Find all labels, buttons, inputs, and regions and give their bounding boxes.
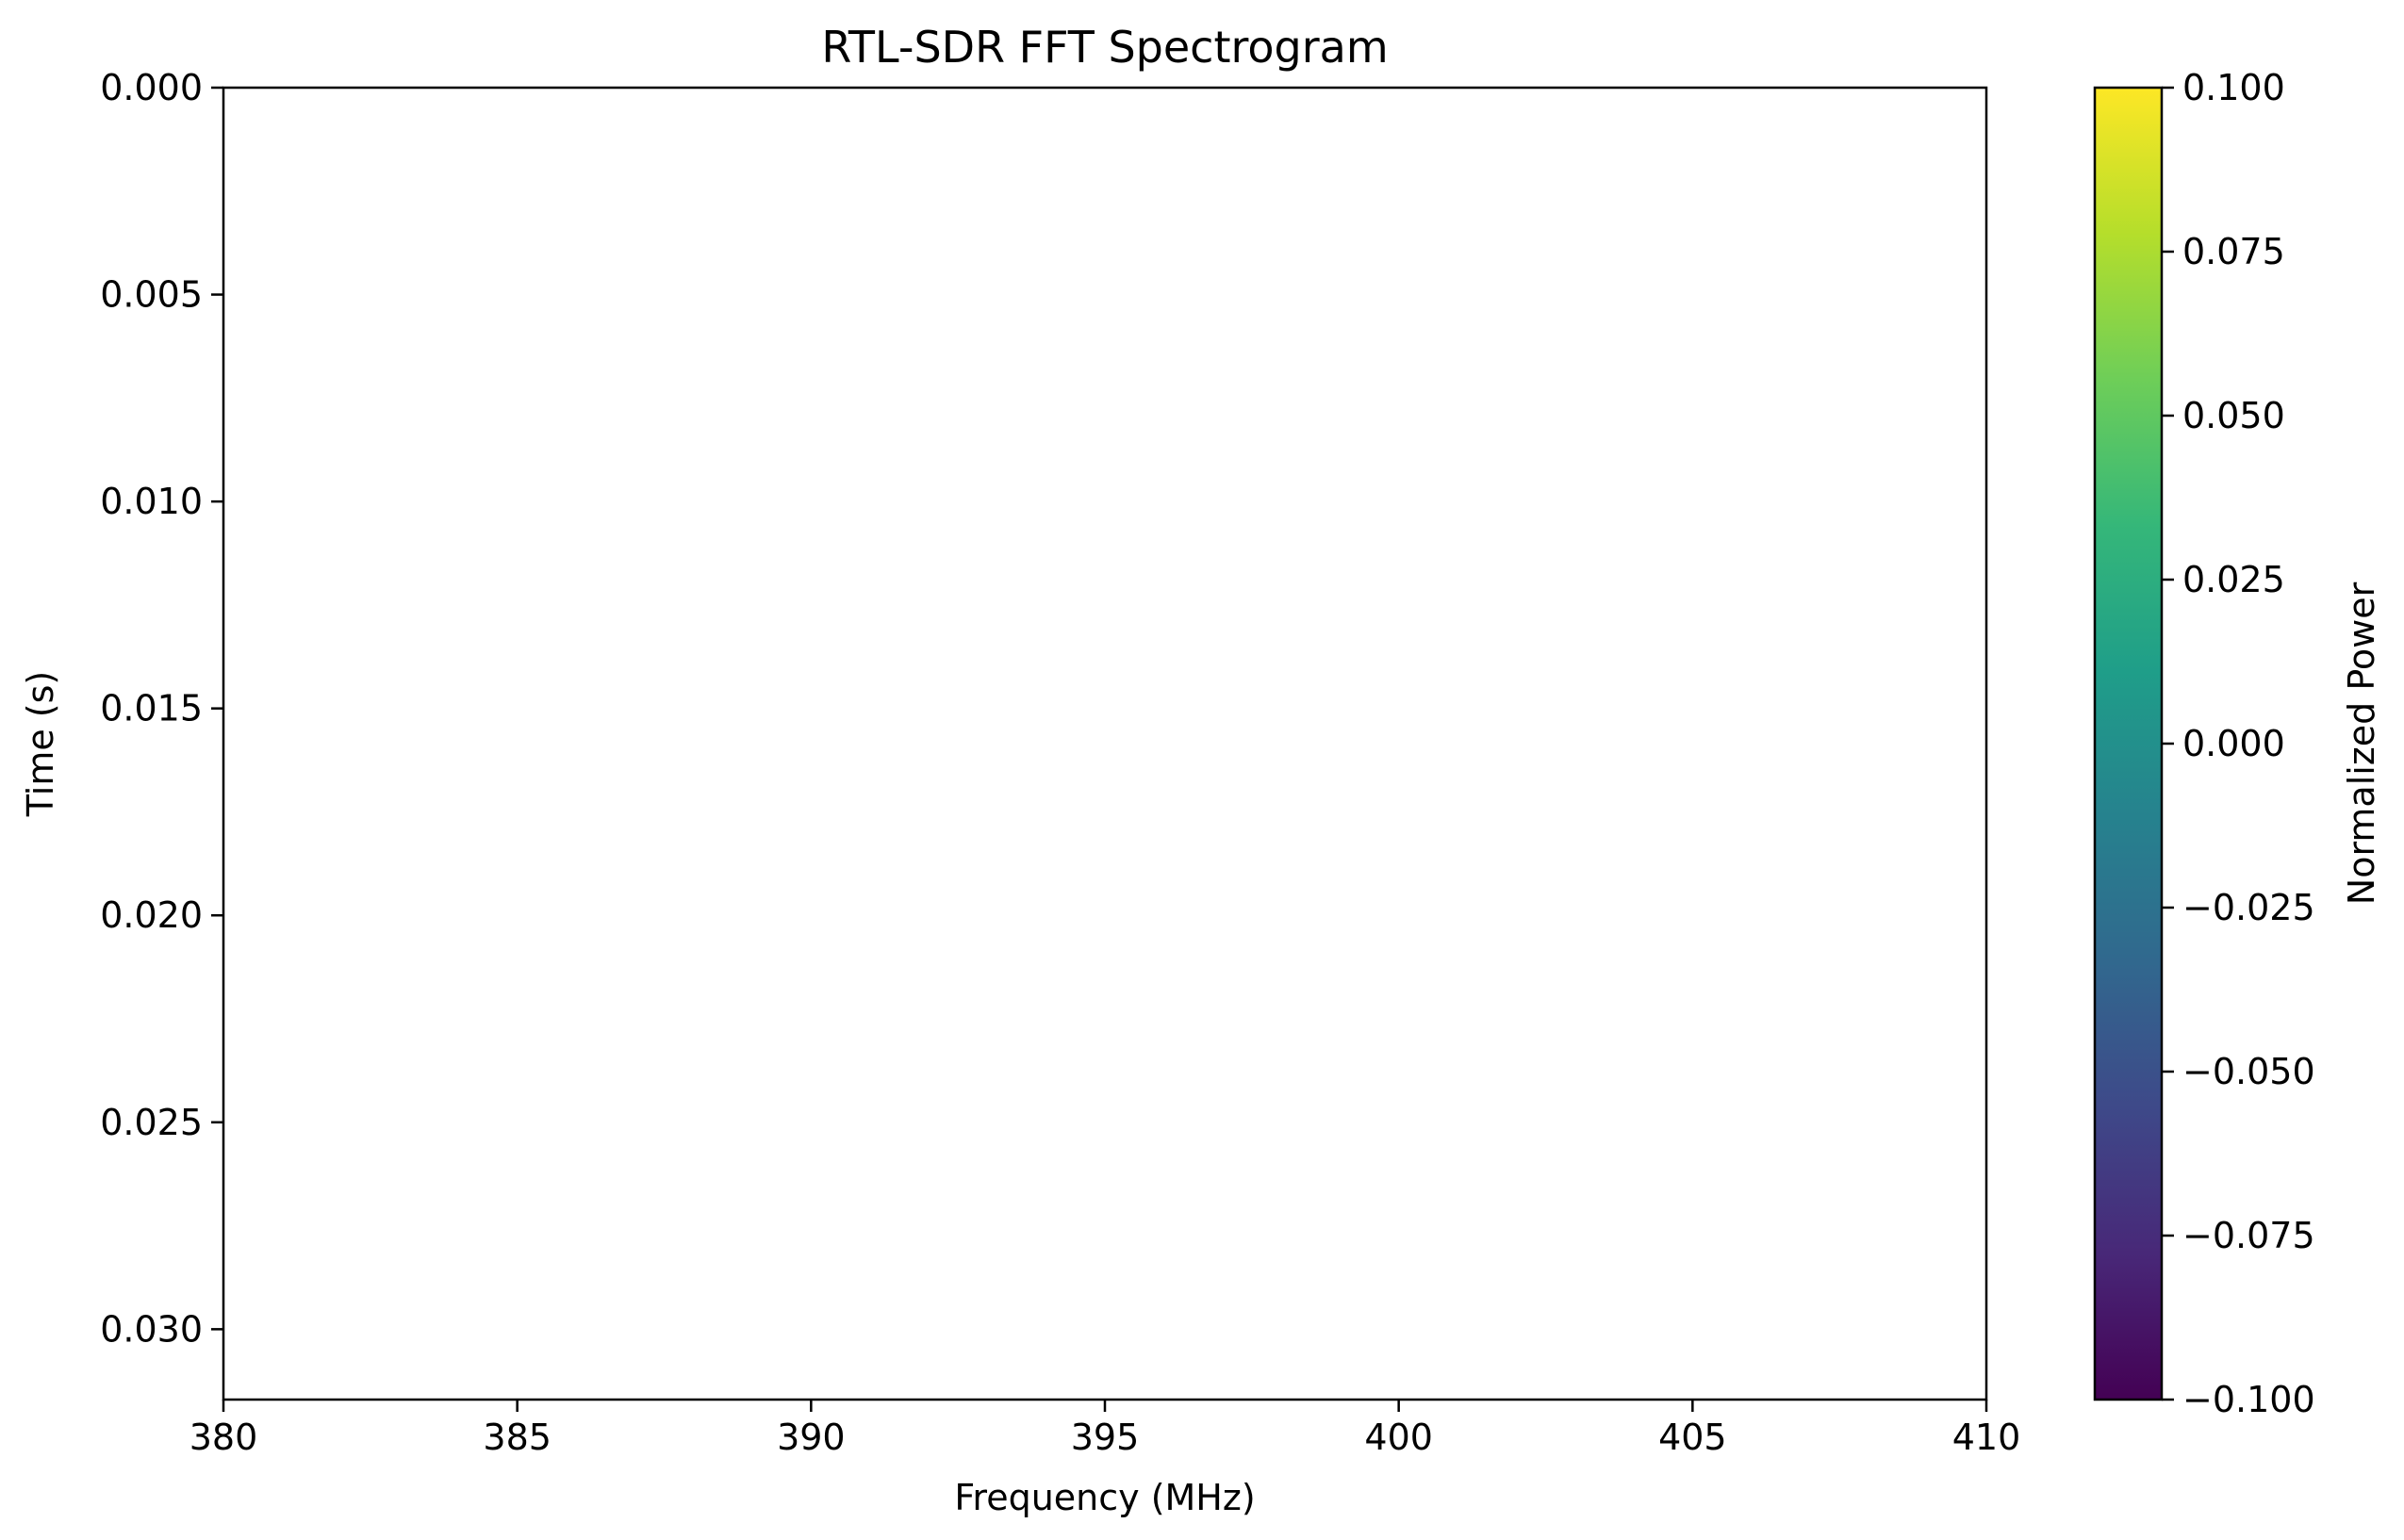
plot-area xyxy=(222,86,1988,1401)
colorbar-tick-label: −0.075 xyxy=(2182,1215,2315,1256)
y-tick-label: 0.030 xyxy=(100,1308,203,1350)
x-tick-label: 390 xyxy=(777,1417,846,1458)
colorbar-tick-label: 0.075 xyxy=(2182,231,2285,272)
x-tick-label: 405 xyxy=(1658,1417,1727,1458)
y-tick-label: 0.010 xyxy=(100,481,203,522)
colorbar-tick-label: −0.100 xyxy=(2182,1379,2315,1420)
colorbar-label: Normalized Power xyxy=(2341,582,2382,905)
colorbar: 0.100 0.075 0.050 0.025 0.000 −0.025 −0.050 −0.… xyxy=(2093,67,2382,1420)
colorbar-tick-label: −0.025 xyxy=(2182,887,2315,928)
y-tick-label: 0.015 xyxy=(100,688,203,729)
y-axis-ticks: 0.000 0.005 0.010 0.015 0.020 0.025 0.030 xyxy=(100,67,223,1350)
x-tick-label: 385 xyxy=(483,1417,552,1458)
colorbar-tick-label: −0.050 xyxy=(2182,1051,2315,1092)
y-tick-label: 0.000 xyxy=(100,67,203,108)
x-tick-label: 410 xyxy=(1952,1417,2021,1458)
y-axis-label: Time (s) xyxy=(20,671,61,818)
colorbar-tick-label: 0.100 xyxy=(2182,67,2285,108)
colorbar-gradient xyxy=(2093,86,2164,1401)
x-axis-label: Frequency (MHz) xyxy=(954,1477,1255,1518)
x-tick-label: 380 xyxy=(189,1417,258,1458)
x-tick-label: 395 xyxy=(1071,1417,1140,1458)
x-tick-label: 400 xyxy=(1364,1417,1433,1458)
plot-frame xyxy=(222,86,1988,1401)
x-axis-ticks: 380 385 390 395 400 405 410 xyxy=(189,1400,2021,1458)
colorbar-tick-label: 0.000 xyxy=(2182,723,2285,764)
y-tick-label: 0.020 xyxy=(100,894,203,936)
y-tick-label: 0.025 xyxy=(100,1102,203,1143)
colorbar-tick-label: 0.025 xyxy=(2182,559,2285,600)
colorbar-ticks: 0.100 0.075 0.050 0.025 0.000 −0.025 −0.050 −0.… xyxy=(2162,67,2315,1420)
chart-title: RTL-SDR FFT Spectrogram xyxy=(821,22,1388,73)
colorbar-tick-label: 0.050 xyxy=(2182,395,2285,436)
y-tick-label: 0.005 xyxy=(100,274,203,316)
